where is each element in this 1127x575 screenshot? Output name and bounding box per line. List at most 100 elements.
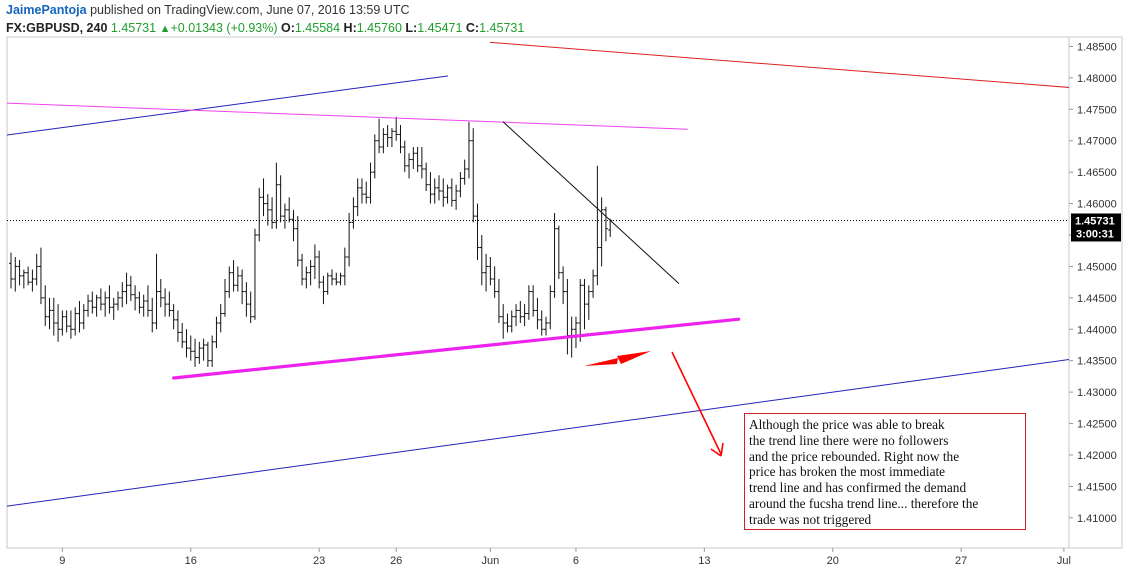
publish-header: JaimePantoja published on TradingView.co… xyxy=(6,3,410,17)
ohlc-bar xyxy=(197,341,202,364)
ohlc-bar xyxy=(158,278,163,308)
close-label: C: xyxy=(465,21,480,35)
price-marker-box xyxy=(1071,213,1121,242)
ohlc-bar xyxy=(351,197,356,229)
ohlc-bar xyxy=(466,121,471,179)
ohlc-bar xyxy=(325,272,330,295)
trend-line-magenta-thick[interactable] xyxy=(172,317,741,380)
time-tick-label: 13 xyxy=(698,555,710,567)
red-arrow-right-icon xyxy=(617,351,651,364)
ohlc-bar xyxy=(295,216,300,267)
ohlc-bar xyxy=(582,278,587,330)
note-line: around the fucsha trend line... therefor… xyxy=(749,495,979,511)
ohlc-bar xyxy=(441,178,446,207)
ohlc-bar xyxy=(21,269,26,289)
ohlc-bar xyxy=(518,300,523,323)
trend-lines[interactable] xyxy=(7,41,1127,507)
time-tick-label: 6 xyxy=(573,555,579,567)
price-tick-label: 1.44500 xyxy=(1077,293,1117,305)
low-label: L: xyxy=(405,21,418,35)
ohlc-bar xyxy=(201,338,206,361)
time-tick-label: 20 xyxy=(827,555,839,567)
ohlc-bar xyxy=(407,153,412,179)
red-arrow-left-icon xyxy=(584,358,618,366)
ohlc-bar xyxy=(321,275,326,305)
ohlc-bar xyxy=(347,212,352,267)
note-line: the trend line there were no followers xyxy=(749,432,949,448)
ohlc-bar xyxy=(240,269,245,305)
ohlc-bar xyxy=(223,278,227,317)
ohlc-bar xyxy=(531,285,536,317)
ohlc-bar xyxy=(252,228,257,320)
ohlc-bar xyxy=(488,256,493,286)
high-label: H: xyxy=(343,21,357,35)
ohlc-bar xyxy=(227,266,232,298)
ohlc-bar xyxy=(218,304,223,333)
price-axis[interactable]: 1.48500 1.48000 1.47500 1.47000 1.46500 1.460… xyxy=(1069,41,1117,525)
price-tick-label: 1.45000 xyxy=(1077,261,1117,273)
ohlc-bar xyxy=(43,285,48,327)
symbol-label: FX:GBPUSD, 240 xyxy=(6,21,108,35)
ohlc-bar xyxy=(432,178,437,204)
time-tick-label: 16 xyxy=(185,555,197,567)
ohlc-bar xyxy=(317,250,322,289)
ohlc-bar xyxy=(364,181,369,204)
price-tick-label: 1.48500 xyxy=(1077,41,1117,53)
ohlc-bar xyxy=(449,178,454,207)
annotation-arrows xyxy=(584,351,724,457)
time-axis[interactable]: 9 16 23 26 Jun 6 13 20 27 Jul xyxy=(59,548,1071,567)
ohlc-bar xyxy=(548,285,553,330)
ohlc-bar xyxy=(586,285,591,320)
ohlc-bar xyxy=(86,294,91,317)
ohlc-bar xyxy=(90,291,95,314)
ohlc-bar xyxy=(342,247,347,286)
ohlc-bar xyxy=(107,285,112,314)
ohlc-bar xyxy=(231,260,236,292)
trend-line-red[interactable] xyxy=(489,41,1127,96)
ohlc-bar xyxy=(167,291,172,317)
ohlc-bar xyxy=(522,304,527,327)
ohlc-bar xyxy=(368,162,373,204)
ohlc-bar xyxy=(30,269,35,292)
note-line: and the price rebounded. Right now the xyxy=(749,448,960,464)
price-tick-label: 1.46000 xyxy=(1077,199,1117,211)
ohlc-bar xyxy=(591,269,596,298)
price-tick-label: 1.47500 xyxy=(1077,104,1117,116)
ohlc-bar xyxy=(120,282,125,308)
analysis-note: Although the price was able to break the… xyxy=(744,413,1026,530)
ohlc-bar xyxy=(214,316,219,349)
close-value: 1.45731 xyxy=(479,21,525,35)
author-link[interactable]: JaimePantoja xyxy=(6,3,87,17)
ohlc-bar xyxy=(51,297,56,336)
ohlc-bar xyxy=(389,128,394,147)
last-price: 1.45731 xyxy=(110,21,157,35)
ohlc-bar xyxy=(603,206,608,242)
trend-line-black-trend[interactable] xyxy=(502,121,680,284)
time-tick-label: 27 xyxy=(955,555,967,567)
ohlc-bar xyxy=(599,197,604,267)
ohlc-bar xyxy=(312,244,317,279)
ohlc-bar xyxy=(133,285,138,311)
ohlc-bar xyxy=(454,184,459,210)
ohlc-bar xyxy=(184,329,189,358)
ohlc-bar xyxy=(248,291,253,323)
trend-line-magenta-thin[interactable] xyxy=(7,102,688,130)
ohlc-bar xyxy=(385,124,390,147)
price-marker-countdown: 3:00:31 xyxy=(1076,228,1114,240)
ohlc-bar xyxy=(287,197,292,223)
ohlc-bars xyxy=(9,116,613,367)
ohlc-bar xyxy=(17,260,22,286)
high-value: 1.45760 xyxy=(356,21,402,35)
red-down-arrow-icon xyxy=(671,351,724,457)
ohlc-bar xyxy=(282,203,287,229)
ohlc-bar xyxy=(128,275,133,301)
ohlc-bar xyxy=(535,297,540,330)
trend-line-blue-upper[interactable] xyxy=(7,75,449,136)
ohlc-bar xyxy=(501,304,506,339)
trend-line-blue-lower[interactable] xyxy=(7,348,1127,507)
ohlc-bar xyxy=(428,172,433,204)
ohlc-bar xyxy=(98,288,103,311)
ohlc-bar xyxy=(338,272,343,286)
ohlc-bar xyxy=(334,272,339,286)
